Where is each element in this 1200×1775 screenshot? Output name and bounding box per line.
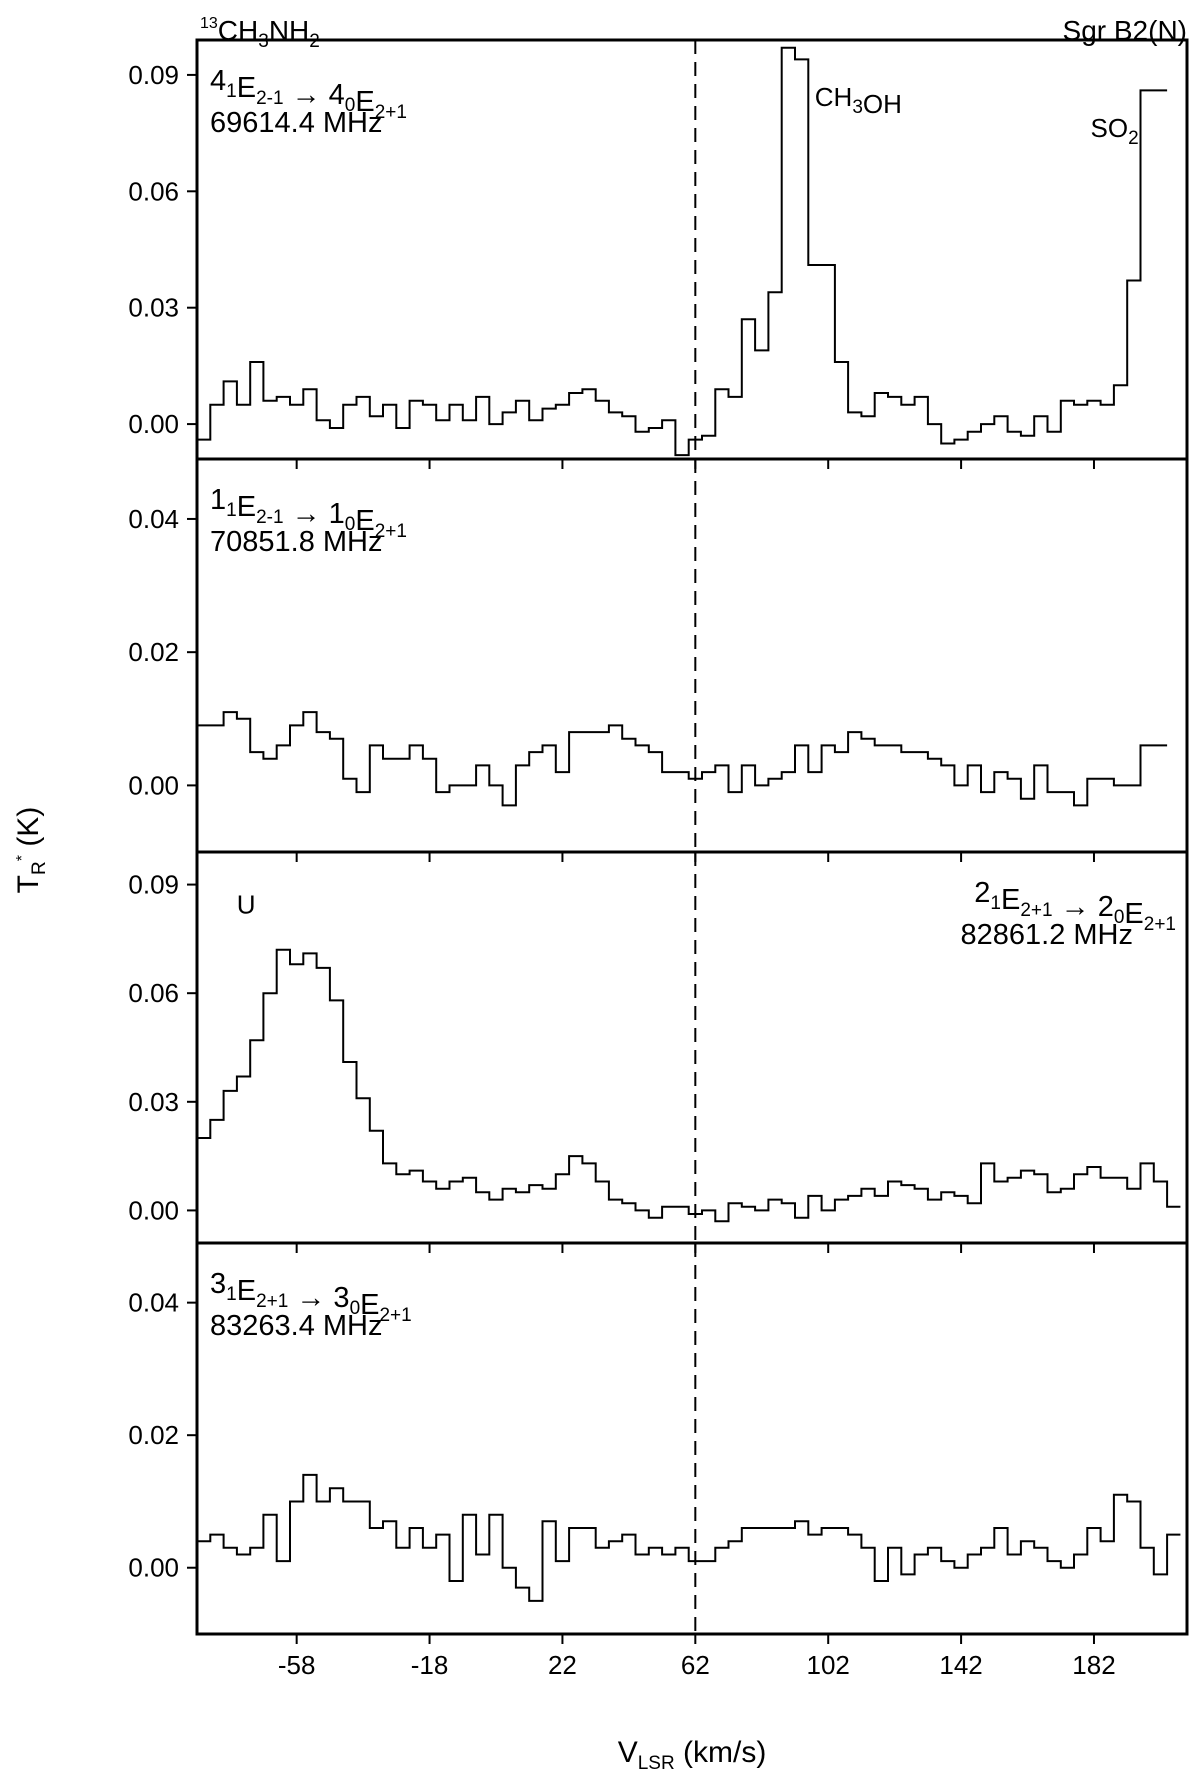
y-tick-label: 0.00	[128, 770, 179, 800]
line-annotation: U	[237, 890, 256, 920]
y-tick-label: 0.00	[128, 409, 179, 439]
spectrum-line	[197, 1473, 1181, 1602]
line-annotation: SO2	[1091, 113, 1139, 149]
y-tick-label: 0.06	[128, 176, 179, 206]
y-axis-title: TR* (K)	[12, 807, 50, 894]
y-tick-label: 0.02	[128, 1420, 179, 1450]
frequency-label: 70851.8 MHz	[210, 526, 383, 558]
y-tick-label: 0.02	[128, 637, 179, 667]
y-tick-label: 0.00	[128, 1195, 179, 1225]
y-tick-label: 0.03	[128, 293, 179, 323]
y-tick-label: 0.04	[128, 504, 179, 534]
frequency-label: 82861.2 MHz	[961, 919, 1134, 951]
x-tick-label: 22	[548, 1650, 577, 1680]
x-tick-label: 102	[807, 1650, 850, 1680]
y-tick-label: 0.03	[128, 1087, 179, 1117]
y-tick-label: 0.09	[128, 60, 179, 90]
x-tick-label: -18	[411, 1650, 449, 1680]
frequency-label: 69614.4 MHz	[210, 107, 383, 139]
panel-frame	[195, 1241, 1189, 1636]
source-title: Sgr B2(N)	[1063, 15, 1187, 46]
molecule-title: 13CH3NH2	[200, 15, 320, 52]
x-tick-label: -58	[278, 1650, 316, 1680]
spectrum-line	[197, 948, 1181, 1223]
y-tick-label: 0.04	[128, 1288, 179, 1318]
frequency-label: 83263.4 MHz	[210, 1310, 383, 1342]
x-axis-title: VLSR (km/s)	[618, 1736, 767, 1774]
transition-label: 21E2+1 → 20E2+1	[974, 877, 1176, 935]
panel-4: 0.00 0.02 0.04 83263.4 MHz	[128, 1241, 1189, 1644]
transition-label: 31E2+1 → 30E2+1	[210, 1268, 412, 1326]
x-tick-label: 142	[939, 1650, 982, 1680]
spectrum-line	[197, 46, 1168, 457]
y-tick-label: 0.09	[128, 870, 179, 900]
y-tick-label: 0.06	[128, 978, 179, 1008]
x-tick-label: 62	[681, 1650, 710, 1680]
line-annotation: CH3OH	[815, 82, 902, 119]
x-tick-label: 182	[1072, 1650, 1115, 1680]
spectrum-line	[197, 711, 1168, 807]
y-tick-label: 0.00	[128, 1553, 179, 1583]
transition-label: 41E2-1 → 40E2+1	[210, 65, 407, 123]
panel-2: 0.00 0.02 0.04 70851.8 MHz	[128, 457, 1189, 862]
transition-label: 11E2-1 → 10E2+1	[210, 484, 407, 542]
